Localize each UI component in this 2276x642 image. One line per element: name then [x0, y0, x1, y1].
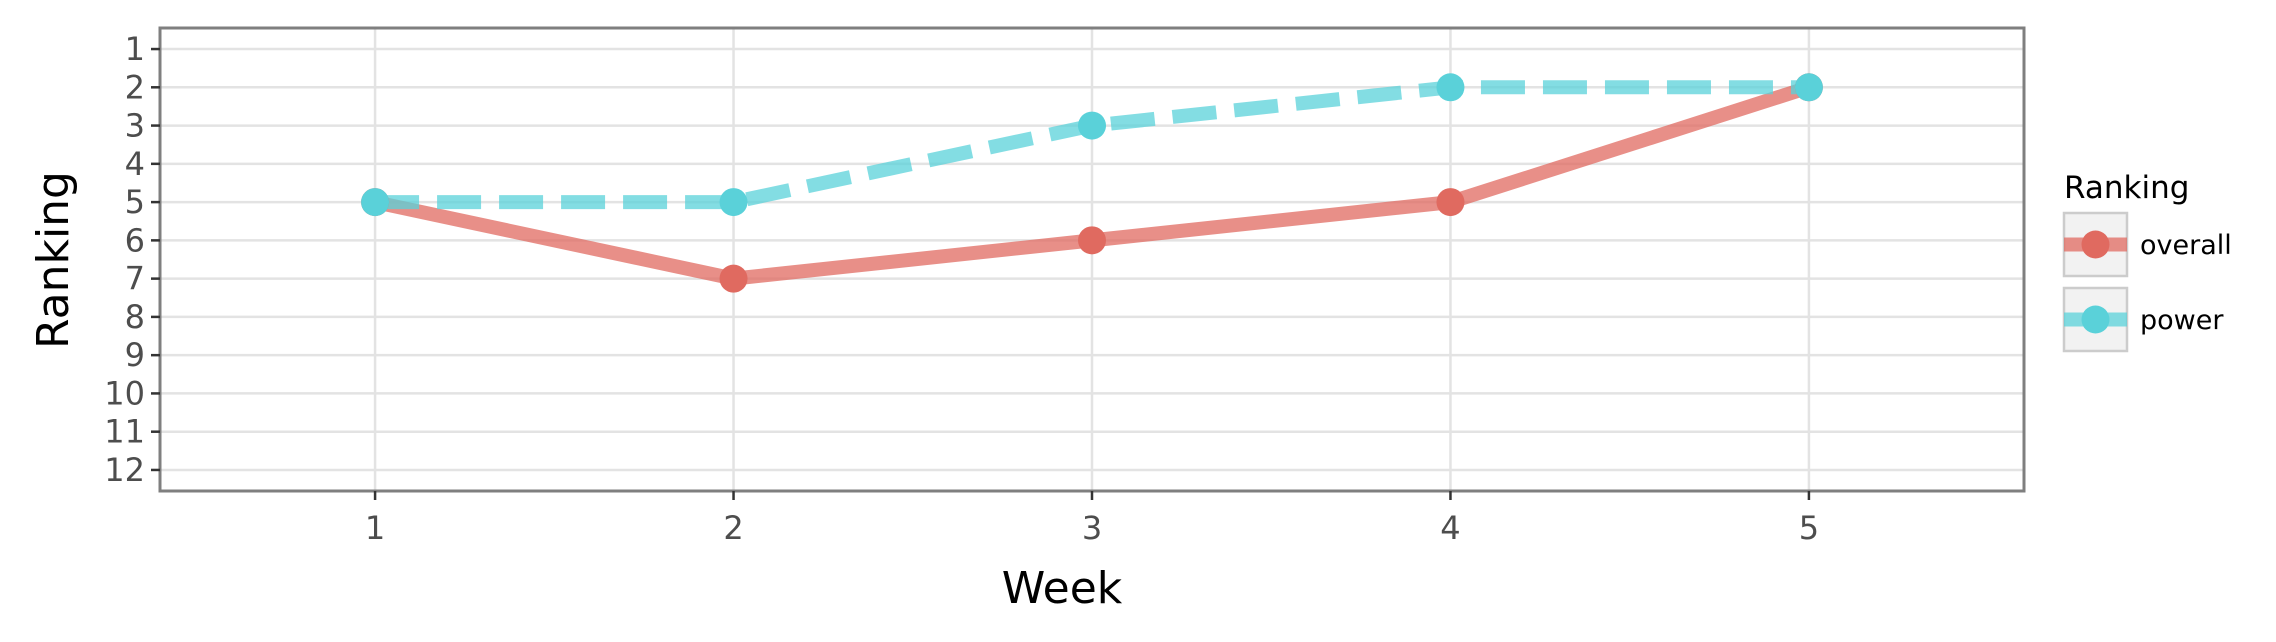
- legend-label-power: power: [2140, 305, 2224, 336]
- series-points: [361, 73, 1823, 293]
- x-axis-ticks: 1 2 3 4 5: [365, 491, 1819, 547]
- data-point-power: [1436, 73, 1465, 102]
- y-tick-label: 4: [125, 145, 145, 183]
- y-tick-label: 1: [125, 30, 145, 68]
- data-point-power: [1794, 73, 1823, 102]
- x-axis-title: Week: [1002, 563, 1123, 614]
- y-axis-title: Ranking: [28, 171, 79, 349]
- x-tick-label: 2: [723, 509, 743, 547]
- y-tick-label: 10: [104, 374, 145, 412]
- data-point-power: [1078, 111, 1106, 140]
- y-tick-label: 9: [125, 336, 145, 374]
- legend-point-overall: [2081, 230, 2110, 259]
- x-tick-label: 3: [1082, 509, 1102, 547]
- y-tick-label: 7: [125, 260, 145, 298]
- legend-point-power: [2081, 305, 2110, 334]
- legend: Ranking overall power: [2062, 170, 2232, 353]
- y-tick-label: 5: [125, 183, 145, 221]
- y-tick-label: 12: [104, 451, 145, 489]
- y-tick-label: 8: [125, 298, 145, 336]
- legend-title: Ranking: [2064, 170, 2189, 206]
- legend-keys: overall power: [2062, 211, 2232, 353]
- x-tick-label: 5: [1799, 509, 1819, 547]
- y-tick-label: 3: [125, 107, 145, 145]
- data-point-overall: [719, 264, 748, 293]
- x-tick-label: 4: [1440, 509, 1460, 547]
- y-tick-label: 2: [125, 68, 145, 106]
- data-point-overall: [1436, 188, 1465, 217]
- data-point-power: [719, 188, 748, 217]
- legend-label-overall: overall: [2140, 230, 2232, 261]
- y-tick-label: 6: [125, 221, 145, 259]
- y-tick-label: 11: [104, 413, 145, 451]
- data-point-power: [361, 188, 390, 217]
- data-point-overall: [1078, 226, 1106, 255]
- x-tick-label: 1: [365, 509, 385, 547]
